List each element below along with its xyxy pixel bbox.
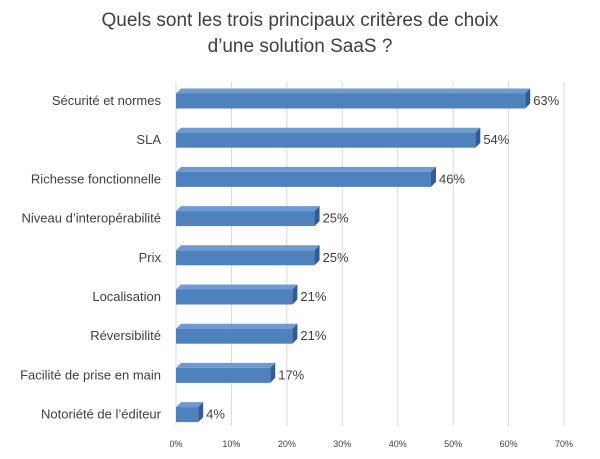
category-label: Niveau d’interopérabilité — [22, 211, 161, 226]
chart-title-line-2: d’une solution SaaS ? — [207, 36, 393, 57]
category-label: Réversibilité — [90, 328, 161, 343]
data-label: 25% — [323, 250, 349, 265]
category-label: SLA — [136, 132, 161, 147]
bar-top-face — [176, 323, 298, 329]
category-label: Richesse fonctionnelle — [31, 171, 161, 186]
bar-front-face — [176, 289, 293, 305]
data-label: 21% — [300, 328, 326, 343]
data-label: 17% — [278, 367, 304, 382]
data-label: 46% — [439, 171, 465, 186]
data-label: 21% — [300, 289, 326, 304]
bar — [176, 323, 298, 344]
bar — [176, 88, 531, 109]
bar-front-face — [176, 171, 431, 187]
x-tick-label: 60% — [500, 439, 518, 449]
bar-side-face — [314, 245, 320, 266]
bar-top-face — [176, 166, 436, 172]
bar-front-face — [176, 132, 476, 148]
bar-side-face — [475, 127, 481, 148]
x-tick-label: 20% — [278, 439, 296, 449]
x-tick-label: 10% — [222, 439, 240, 449]
data-label: 25% — [323, 211, 349, 226]
category-label: Sécurité et normes — [52, 93, 162, 108]
bar-front-face — [176, 211, 315, 227]
x-tick-label: 70% — [555, 439, 573, 449]
data-label: 54% — [483, 132, 509, 147]
bar-side-face — [198, 402, 204, 423]
x-tick-label: 0% — [169, 439, 182, 449]
data-label: 4% — [206, 407, 225, 422]
x-tick-label: 50% — [444, 439, 462, 449]
data-label: 63% — [533, 93, 559, 108]
bar-top-face — [176, 284, 298, 290]
bar-side-face — [270, 362, 276, 383]
bar-top-face — [176, 245, 320, 251]
labels: 0% 10% 20% 30% 40% 50% 60% 70% Sécurité et norme… — [20, 93, 573, 449]
bar-side-face — [292, 323, 298, 344]
bar-front-face — [176, 407, 199, 423]
category-label: Prix — [139, 250, 162, 265]
x-tick-label: 40% — [389, 439, 407, 449]
bar — [176, 362, 276, 383]
bar — [176, 284, 298, 305]
x-tick-label: 30% — [333, 439, 351, 449]
bar-side-face — [314, 206, 320, 227]
bar-front-face — [176, 250, 315, 266]
bar-top-face — [176, 362, 276, 368]
bar-top-face — [176, 127, 481, 133]
bar — [176, 166, 436, 187]
bar — [176, 245, 320, 266]
bar-front-face — [176, 367, 271, 383]
bar — [176, 127, 481, 148]
bar — [176, 206, 320, 227]
bars — [176, 88, 531, 423]
category-label: Facilité de prise en main — [20, 367, 161, 382]
chart-title-line-1: Quels sont les trois principaux critères… — [101, 10, 499, 31]
category-label: Notoriété de l’éditeur — [41, 407, 162, 422]
bar-side-face — [525, 88, 531, 109]
bar-front-face — [176, 93, 526, 109]
bar-top-face — [176, 88, 531, 94]
bar-top-face — [176, 402, 204, 408]
bar-top-face — [176, 206, 320, 212]
bar-side-face — [292, 284, 298, 305]
chart-title: Quels sont les trois principaux critères… — [0, 8, 600, 60]
bar — [176, 402, 204, 423]
bar-front-face — [176, 328, 293, 344]
category-label: Localisation — [92, 289, 161, 304]
bar-side-face — [430, 166, 436, 187]
